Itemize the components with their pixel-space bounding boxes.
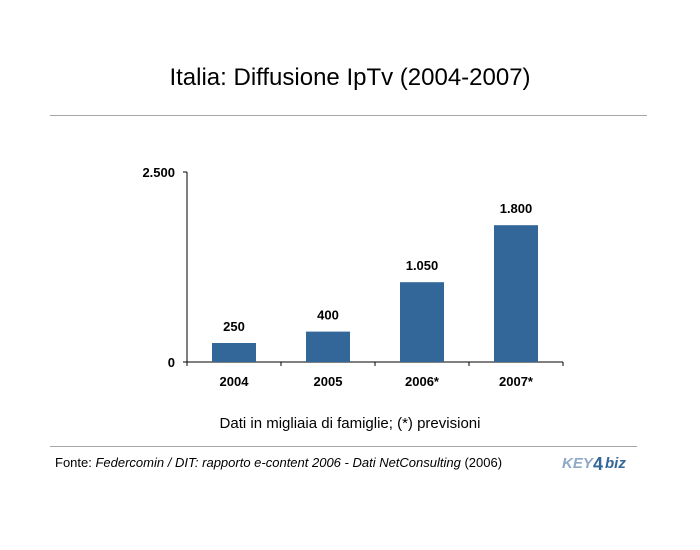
svg-text:biz: biz <box>605 455 626 472</box>
bar <box>400 282 444 362</box>
bar <box>306 331 350 362</box>
bar <box>212 343 256 362</box>
x-tick-label: 2005 <box>314 374 343 389</box>
bar <box>494 225 538 362</box>
x-tick-label: 2007* <box>499 374 534 389</box>
source-italic: Federcomin / DIT: rapporto e-content 200… <box>95 455 461 470</box>
source-note: Fonte: Federcomin / DIT: rapporto e-cont… <box>55 455 502 470</box>
chart-title: Italia: Diffusione IpTv (2004-2007) <box>169 64 531 91</box>
data-label: 250 <box>223 319 245 334</box>
svg-text:4: 4 <box>593 454 603 474</box>
bar-chart: 0 2.500 250 2004 400 2005 1.050 2006* 1.800 2007* <box>142 165 564 389</box>
y-tick-label: 2.500 <box>142 165 175 180</box>
top-divider <box>50 115 647 116</box>
x-tick-label: 2004 <box>220 374 250 389</box>
source-prefix: Fonte: <box>55 455 96 470</box>
x-tick-label: 2006* <box>405 374 440 389</box>
y-tick-label: 0 <box>168 355 175 370</box>
key4biz-logo: KEY 4 biz <box>562 454 626 474</box>
data-label: 1.050 <box>406 258 439 273</box>
source-suffix: (2006) <box>460 455 503 470</box>
data-label: 1.800 <box>500 201 533 216</box>
data-label: 400 <box>317 308 339 323</box>
chart-subtitle: Dati in migliaia di famiglie; (*) previs… <box>219 415 481 432</box>
svg-text:KEY: KEY <box>562 455 595 472</box>
bottom-divider <box>50 446 637 447</box>
